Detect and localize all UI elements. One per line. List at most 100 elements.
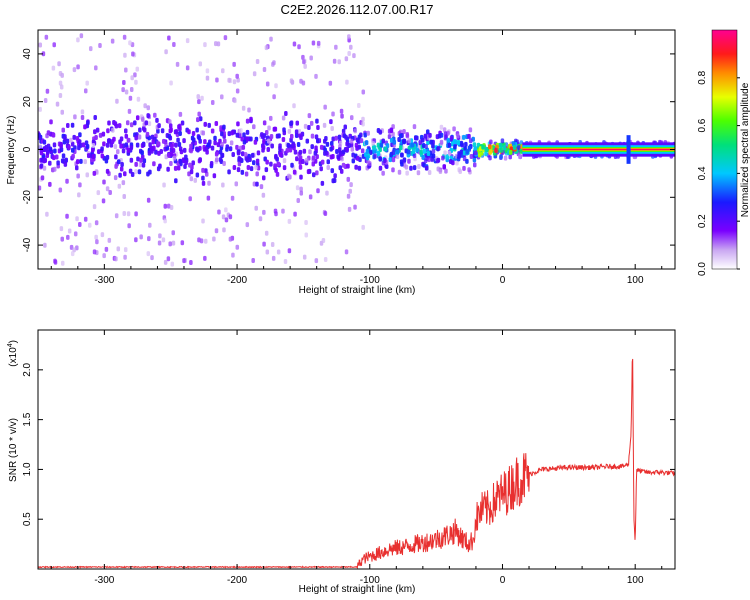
heat-cell xyxy=(116,159,121,165)
heat-cell xyxy=(42,165,47,171)
heat-cell xyxy=(67,144,71,150)
heat-cell xyxy=(100,232,105,238)
heat-cell xyxy=(123,52,127,58)
heat-cell xyxy=(168,241,172,247)
heat-cell xyxy=(158,233,162,239)
heat-cell xyxy=(416,170,421,176)
heat-cell xyxy=(293,211,297,217)
heat-cell xyxy=(389,127,394,133)
heat-cell xyxy=(139,157,143,163)
heat-cell xyxy=(38,132,41,138)
heat-cell xyxy=(371,141,375,147)
heat-cell xyxy=(262,67,267,73)
heat-cell xyxy=(116,246,121,252)
heat-cell xyxy=(218,157,223,163)
heat-cell xyxy=(49,119,53,125)
heat-cell xyxy=(70,141,75,147)
heat-cell xyxy=(343,124,347,130)
heat-cell xyxy=(198,157,202,163)
heat-cell xyxy=(360,148,365,154)
heat-cell xyxy=(177,141,182,147)
heat-cell xyxy=(284,111,288,117)
snr-y-axis-label: SNR (10 * v/v) xyxy=(8,418,19,482)
heat-cell xyxy=(499,153,503,159)
heat-cell xyxy=(281,208,285,214)
heat-cell xyxy=(429,139,433,145)
heat-cell xyxy=(156,128,160,134)
heat-cell xyxy=(276,249,281,255)
heat-cell xyxy=(417,163,421,169)
heat-cell xyxy=(439,124,444,130)
heat-cell xyxy=(203,238,208,244)
heat-cell xyxy=(168,123,173,129)
heat-cell xyxy=(334,44,338,50)
heat-cell xyxy=(114,123,119,129)
heat-cell xyxy=(417,144,422,150)
heat-cell xyxy=(166,203,171,209)
heat-cell xyxy=(136,96,141,102)
heat-cell xyxy=(285,148,290,154)
heat-cell xyxy=(442,164,446,170)
heat-cell xyxy=(122,193,126,199)
heat-cell xyxy=(134,211,138,217)
colorbar-gradient xyxy=(711,29,738,270)
heat-cell xyxy=(339,168,344,174)
heat-cell xyxy=(58,92,63,98)
heat-cell xyxy=(345,79,349,85)
heat-cell xyxy=(222,124,226,130)
heat-cell xyxy=(423,133,428,139)
heat-cell xyxy=(172,42,176,48)
heat-cell xyxy=(255,158,260,164)
heat-cell xyxy=(412,165,417,171)
heat-cell xyxy=(48,160,52,166)
heat-cell xyxy=(260,132,264,138)
heat-cell xyxy=(227,77,231,83)
heat-cell xyxy=(488,155,492,161)
heat-cell xyxy=(243,152,248,158)
heat-cell xyxy=(203,121,207,127)
heat-cell xyxy=(92,249,97,255)
heat-cell xyxy=(344,56,349,62)
heat-cell xyxy=(133,72,137,78)
heat-cell xyxy=(216,41,221,47)
heat-cell xyxy=(431,143,435,149)
heat-cell xyxy=(200,95,204,101)
heat-cell xyxy=(329,119,333,125)
heat-cell xyxy=(66,123,70,129)
heat-cell xyxy=(197,99,201,105)
heat-cell xyxy=(164,49,168,55)
heat-cell xyxy=(503,155,508,161)
heat-cell xyxy=(216,142,221,148)
heat-cell xyxy=(236,77,240,83)
heat-cell xyxy=(193,177,198,183)
snr-x-ticks: -300 -200 -100 0 100 xyxy=(50,330,663,586)
heat-cell xyxy=(178,111,183,117)
heat-cell xyxy=(439,139,444,145)
heat-cell xyxy=(367,161,372,167)
heat-cell xyxy=(198,61,203,67)
heat-cell xyxy=(174,178,178,184)
heat-cell xyxy=(171,240,176,246)
heat-cell xyxy=(295,120,300,126)
heat-cell xyxy=(121,180,126,186)
heat-cell xyxy=(274,83,278,89)
heat-cell xyxy=(231,151,235,157)
heat-cell xyxy=(118,139,122,145)
heat-cell xyxy=(135,115,140,121)
heat-cell xyxy=(122,80,126,86)
heat-cell xyxy=(75,216,79,222)
heat-cell xyxy=(221,214,226,220)
x-tick-label: -300 xyxy=(94,275,114,286)
heat-cell xyxy=(201,175,205,181)
heat-cell xyxy=(282,165,287,171)
heat-cell xyxy=(314,73,318,79)
heat-cell xyxy=(42,147,47,153)
heat-cell xyxy=(52,155,56,161)
heat-cell xyxy=(213,140,217,146)
heat-cell xyxy=(353,128,357,134)
heat-cell xyxy=(110,138,115,144)
heat-cell xyxy=(119,166,124,172)
heat-cell xyxy=(376,142,381,148)
heat-cell xyxy=(205,68,210,74)
heat-cell xyxy=(314,258,319,264)
